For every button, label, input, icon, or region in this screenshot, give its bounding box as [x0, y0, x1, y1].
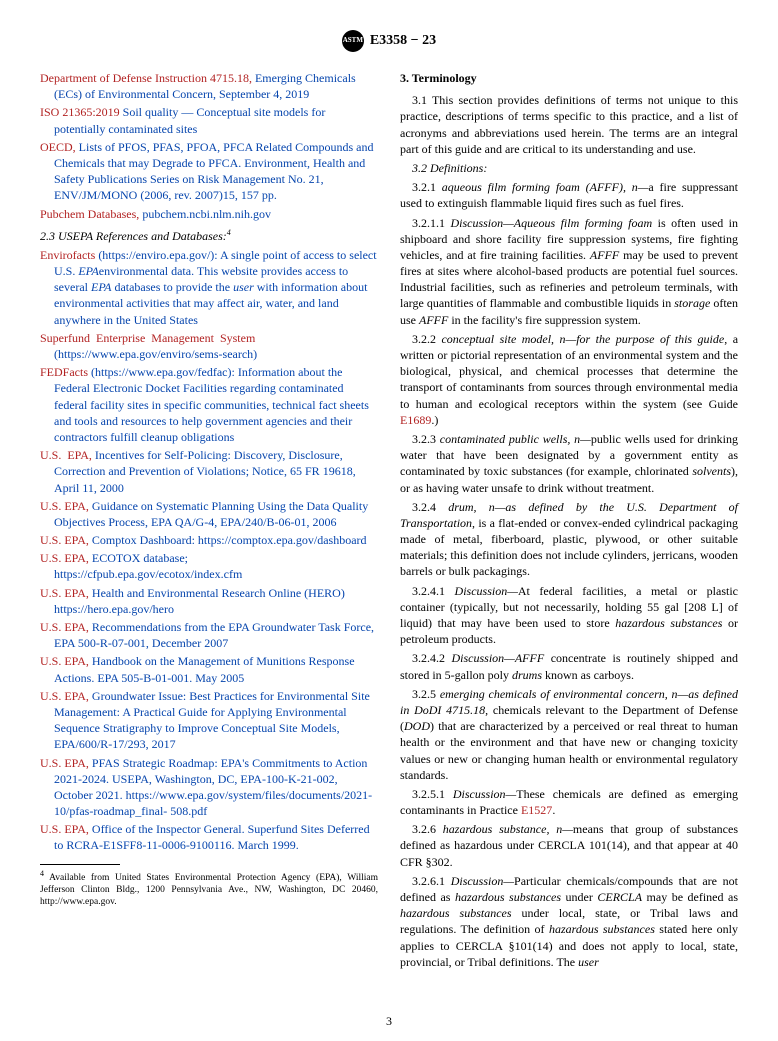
- ref-title[interactable]: OECD,: [40, 140, 76, 154]
- ref-body[interactable]: (https://enviro.epa.gov/): A single poin…: [54, 248, 377, 327]
- discussion: 3.2.5.1 Discussion—These chemicals are d…: [400, 786, 738, 818]
- ref-body[interactable]: (https://www.epa.gov/enviro/sems-search): [54, 347, 257, 361]
- ref-title[interactable]: Pubchem Databases,: [40, 207, 139, 221]
- subsection-title: USEPA References and Databases:: [58, 229, 227, 243]
- reference-item: ISO 21365:2019 Soil quality — Conceptual…: [40, 104, 378, 136]
- ref-title[interactable]: FEDFacts: [40, 365, 88, 379]
- document-page: ASTM E3358 − 23 Department of Defense In…: [0, 0, 778, 1041]
- ref-title[interactable]: U.S. EPA,: [40, 551, 89, 565]
- ref-title[interactable]: U.S. EPA,: [40, 822, 89, 836]
- reference-item: U.S. EPA, ECOTOX database; https://cfpub…: [40, 550, 378, 582]
- right-column: 3. Terminology 3.1 This section provides…: [400, 70, 738, 973]
- discussion: 3.2.6.1 Discussion—Particular chemicals/…: [400, 873, 738, 970]
- section-heading: 3. Terminology: [400, 70, 738, 86]
- reference-item: Department of Defense Instruction 4715.1…: [40, 70, 378, 102]
- reference-item: U.S. EPA, Health and Environmental Resea…: [40, 585, 378, 617]
- ref-body[interactable]: Guidance on Systematic Planning Using th…: [54, 499, 368, 529]
- page-header: ASTM E3358 − 23: [40, 30, 738, 52]
- definitions-label: 3.2 Definitions:: [400, 160, 738, 176]
- reference-item: FEDFacts (https://www.epa.gov/fedfac): I…: [40, 364, 378, 445]
- subsection-heading: 2.3 USEPA References and Databases:4: [40, 228, 378, 244]
- footnote-separator: [40, 864, 120, 865]
- standard-number: E3358 − 23: [370, 32, 436, 51]
- ref-body[interactable]: Comptox Dashboard: https://comptox.epa.g…: [89, 533, 367, 547]
- discussion: 3.2.4.1 Discussion—At federal facilities…: [400, 583, 738, 648]
- cross-reference[interactable]: E1527: [521, 803, 552, 817]
- astm-logo: ASTM: [342, 30, 364, 52]
- ref-title[interactable]: Superfund Enterprise Management System: [40, 331, 255, 345]
- ref-title[interactable]: Department of Defense Instruction 4715.1…: [40, 71, 252, 85]
- page-number: 3: [0, 1013, 778, 1029]
- ref-title[interactable]: ISO 21365:2019: [40, 105, 120, 119]
- ref-title[interactable]: Envirofacts: [40, 248, 95, 262]
- ref-title[interactable]: U.S. EPA,: [40, 586, 89, 600]
- subsection-number: 2.3: [40, 229, 58, 243]
- reference-item: U.S. EPA, Handbook on the Management of …: [40, 653, 378, 685]
- reference-item: Superfund Enterprise Management System (…: [40, 330, 378, 362]
- ref-title[interactable]: U.S. EPA,: [40, 499, 89, 513]
- ref-body[interactable]: Groundwater Issue: Best Practices for En…: [54, 689, 370, 752]
- ref-body[interactable]: Office of the Inspector General. Superfu…: [54, 822, 370, 852]
- ref-body[interactable]: Handbook on the Management of Munitions …: [54, 654, 355, 684]
- ref-title[interactable]: U.S. EPA,: [40, 620, 89, 634]
- ref-title[interactable]: U.S. EPA,: [40, 654, 89, 668]
- term-definition: 3.2.5 emerging chemicals of environmenta…: [400, 686, 738, 783]
- term-definition: 3.2.3 contaminated public wells, n—publi…: [400, 431, 738, 496]
- ref-body[interactable]: Lists of PFOS, PFAS, PFOA, PFCA Related …: [54, 140, 374, 203]
- ref-title[interactable]: U.S. EPA,: [40, 448, 92, 462]
- footnote-text: 4 Available from United States Environme…: [40, 869, 378, 909]
- reference-item: Envirofacts (https://enviro.epa.gov/): A…: [40, 247, 378, 328]
- term-definition: 3.2.4 drum, n—as defined by the U.S. Dep…: [400, 499, 738, 580]
- two-column-layout: Department of Defense Instruction 4715.1…: [40, 70, 738, 973]
- term-definition: 3.2.2 conceptual site model, n—for the p…: [400, 331, 738, 428]
- ref-body[interactable]: Incentives for Self-Policing: Discovery,…: [54, 448, 356, 494]
- ref-title[interactable]: U.S. EPA,: [40, 689, 89, 703]
- reference-item: U.S. EPA, Guidance on Systematic Plannin…: [40, 498, 378, 530]
- reference-item: OECD, Lists of PFOS, PFAS, PFOA, PFCA Re…: [40, 139, 378, 204]
- ref-title[interactable]: U.S. EPA,: [40, 533, 89, 547]
- footnote-ref: 4: [227, 228, 231, 237]
- reference-item: U.S. EPA, PFAS Strategic Roadmap: EPA's …: [40, 755, 378, 820]
- cross-reference[interactable]: E1689: [400, 413, 431, 427]
- ref-title[interactable]: U.S. EPA,: [40, 756, 89, 770]
- reference-item: Pubchem Databases, pubchem.ncbi.nlm.nih.…: [40, 206, 378, 222]
- ref-body[interactable]: Health and Environmental Research Online…: [54, 586, 345, 616]
- term-definition: 3.2.6 hazardous substance, n—means that …: [400, 821, 738, 870]
- ref-body[interactable]: (https://www.epa.gov/fedfac): Informatio…: [54, 365, 369, 444]
- ref-body[interactable]: PFAS Strategic Roadmap: EPA's Commitment…: [54, 756, 372, 819]
- ref-body[interactable]: Recommendations from the EPA Groundwater…: [54, 620, 374, 650]
- reference-item: U.S. EPA, Groundwater Issue: Best Practi…: [40, 688, 378, 753]
- discussion: 3.2.4.2 Discussion—AFFF concentrate is r…: [400, 650, 738, 682]
- reference-item: U.S. EPA, Comptox Dashboard: https://com…: [40, 532, 378, 548]
- left-column: Department of Defense Instruction 4715.1…: [40, 70, 378, 973]
- ref-body[interactable]: pubchem.ncbi.nlm.nih.gov: [139, 207, 271, 221]
- paragraph: 3.1 This section provides definitions of…: [400, 92, 738, 157]
- reference-item: U.S. EPA, Incentives for Self-Policing: …: [40, 447, 378, 496]
- reference-item: U.S. EPA, Recommendations from the EPA G…: [40, 619, 378, 651]
- discussion: 3.2.1.1 Discussion—Aqueous film forming …: [400, 215, 738, 328]
- term-definition: 3.2.1 aqueous film forming foam (AFFF), …: [400, 179, 738, 211]
- reference-item: U.S. EPA, Office of the Inspector Genera…: [40, 821, 378, 853]
